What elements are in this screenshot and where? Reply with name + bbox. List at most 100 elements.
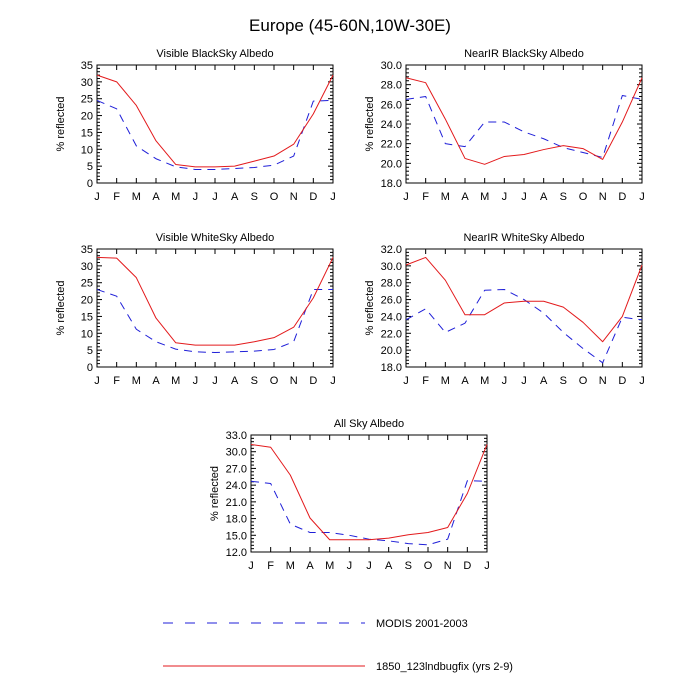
- x-tick-label: F: [422, 191, 429, 203]
- x-tick-label: M: [441, 375, 450, 387]
- x-tick-label: O: [270, 375, 279, 387]
- y-tick-label: 22.0: [381, 328, 402, 340]
- chart-panel-all-sky: All Sky Albedo % reflected 12.0 15.0 18.0 21.…: [209, 418, 490, 572]
- chart-title: NearIR WhiteSky Albedo: [463, 232, 584, 244]
- x-tick-label: O: [270, 191, 279, 203]
- x-tick-label: N: [599, 191, 607, 203]
- legend-label-modis: MODIS 2001-2003: [376, 618, 468, 630]
- x-tick-label: J: [403, 375, 409, 387]
- y-tick-label: 26.0: [381, 99, 402, 111]
- chart-title: NearIR BlackSky Albedo: [464, 48, 584, 60]
- y-tick-label: 18.0: [226, 514, 247, 526]
- y-tick-label: 0: [87, 178, 93, 190]
- chart-panel-visible-whitesky: Visible WhiteSky Albedo % reflected 0 5 10 15…: [55, 232, 336, 387]
- x-tick-label: F: [113, 375, 120, 387]
- x-tick-label: J: [330, 375, 336, 387]
- x-tick-label: A: [461, 191, 469, 203]
- y-tick-label: 10: [81, 144, 93, 156]
- x-tick-label: J: [639, 191, 645, 203]
- x-tick-label: D: [309, 375, 317, 387]
- y-tick-label: 20: [81, 295, 93, 307]
- page-title: Europe (45-60N,10W-30E): [249, 16, 451, 35]
- x-tick-label: S: [405, 560, 412, 572]
- series-line-model: [96, 74, 334, 168]
- x-tick-label: M: [171, 375, 180, 387]
- series-line-modis: [96, 288, 333, 353]
- x-tick-label: F: [267, 560, 274, 572]
- x-tick-label: A: [231, 191, 239, 203]
- plot-frame: [405, 64, 643, 184]
- x-tick-label: J: [94, 191, 100, 203]
- x-tick-label: M: [441, 191, 450, 203]
- x-tick-label: S: [251, 191, 258, 203]
- x-tick-label: D: [463, 560, 471, 572]
- y-axis-label: % reflected: [364, 96, 376, 151]
- y-tick-label: 33.0: [226, 430, 247, 442]
- chart-title: Visible WhiteSky Albedo: [156, 232, 274, 244]
- y-tick-label: 24.0: [226, 480, 247, 492]
- chart-panel-nearir-blacksky: NearIR BlackSky Albedo % reflected 18.0 20.…: [364, 48, 645, 203]
- y-tick-label: 15: [81, 311, 93, 323]
- y-tick-label: 24.0: [381, 311, 402, 323]
- x-tick-label: F: [422, 375, 429, 387]
- y-tick-label: 20.0: [381, 158, 402, 170]
- x-tick-label: M: [286, 560, 295, 572]
- x-tick-label: A: [461, 375, 469, 387]
- y-tick-label: 35: [81, 244, 93, 256]
- x-tick-label: S: [560, 191, 567, 203]
- x-tick-label: N: [290, 191, 298, 203]
- y-tick-label: 15: [81, 127, 93, 139]
- x-tick-label: O: [424, 560, 433, 572]
- x-tick-label: A: [152, 375, 160, 387]
- x-tick-label: M: [480, 375, 489, 387]
- x-tick-label: M: [171, 191, 180, 203]
- y-tick-label: 18.0: [381, 362, 402, 374]
- x-tick-label: M: [132, 191, 141, 203]
- x-tick-label: J: [212, 375, 218, 387]
- plot-frame: [96, 248, 334, 368]
- x-tick-label: J: [193, 375, 199, 387]
- series-line-modis: [405, 288, 643, 364]
- y-tick-label: 10: [81, 328, 93, 340]
- x-tick-label: J: [248, 560, 254, 572]
- chart-panel-visible-blacksky: Visible BlackSky Albedo % reflected 0 5 10 15…: [55, 48, 336, 203]
- y-tick-label: 30: [81, 261, 93, 273]
- x-tick-label: J: [347, 560, 353, 572]
- y-tick-label: 26.0: [381, 295, 402, 307]
- y-axis-label: % reflected: [55, 96, 67, 151]
- chart-title: Visible BlackSky Albedo: [156, 48, 273, 60]
- x-tick-label: J: [403, 191, 409, 203]
- legend: MODIS 2001-2003 1850_123lndbugfix (yrs 2…: [163, 618, 513, 673]
- x-tick-label: M: [132, 375, 141, 387]
- plot-frame: [96, 64, 334, 184]
- y-tick-label: 22.0: [381, 139, 402, 151]
- y-tick-label: 5: [87, 345, 93, 357]
- y-tick-label: 28.0: [381, 278, 402, 290]
- y-tick-label: 5: [87, 161, 93, 173]
- x-tick-label: A: [152, 191, 160, 203]
- y-tick-label: 27.0: [226, 463, 247, 475]
- x-tick-label: O: [579, 191, 588, 203]
- legend-label-model: 1850_123lndbugfix (yrs 2-9): [376, 661, 513, 673]
- y-tick-label: 20.0: [381, 345, 402, 357]
- y-tick-label: 20: [81, 111, 93, 123]
- x-tick-label: N: [290, 375, 298, 387]
- x-tick-label: J: [521, 191, 527, 203]
- chart-panels: Visible BlackSky Albedo % reflected 0 5 10 15…: [55, 48, 645, 572]
- y-tick-label: 0: [87, 362, 93, 374]
- series-line-modis: [96, 99, 334, 171]
- y-tick-label: 25: [81, 94, 93, 106]
- y-axis-label: % reflected: [55, 280, 67, 335]
- x-tick-label: D: [618, 191, 626, 203]
- x-tick-label: A: [540, 375, 548, 387]
- y-tick-label: 12.0: [226, 547, 247, 559]
- x-tick-label: M: [325, 560, 334, 572]
- x-tick-label: A: [306, 560, 314, 572]
- series-line-model: [250, 443, 488, 541]
- y-tick-label: 32.0: [381, 244, 402, 256]
- y-tick-label: 24.0: [381, 119, 402, 131]
- plot-frame: [250, 434, 488, 553]
- x-tick-label: N: [599, 375, 607, 387]
- y-tick-label: 30: [81, 77, 93, 89]
- y-tick-label: 25: [81, 278, 93, 290]
